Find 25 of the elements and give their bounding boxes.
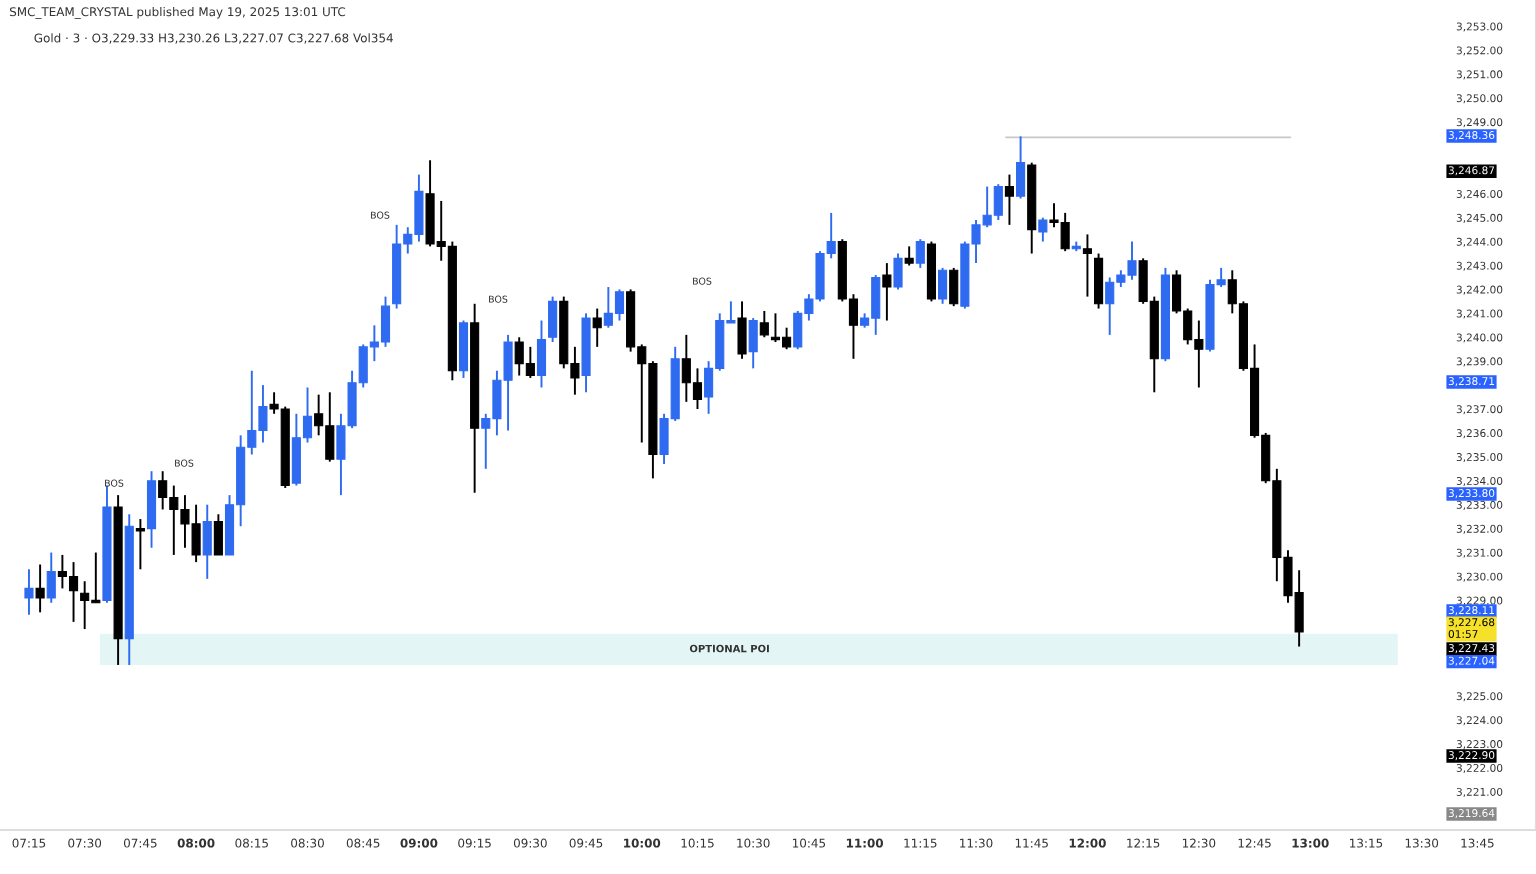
candlestick: [748, 317, 758, 370]
candlestick: [24, 568, 34, 616]
candlestick: [882, 262, 892, 322]
candlestick: [213, 513, 223, 556]
candlestick: [915, 238, 925, 269]
candlestick: [904, 245, 914, 267]
candlestick: [458, 319, 469, 379]
candlestick: [35, 563, 45, 614]
candlestick: [949, 266, 959, 308]
candlestick: [1038, 216, 1048, 243]
candlestick: [893, 252, 903, 291]
candlestick: [135, 518, 145, 571]
candlestick: [1094, 252, 1104, 310]
candlestick: [46, 551, 56, 604]
candlestick: [1016, 135, 1026, 200]
candlestick: [146, 470, 157, 549]
candlestick: [536, 319, 547, 389]
candlestick: [938, 266, 948, 305]
candlestick: [548, 295, 558, 344]
candlestick: [592, 307, 602, 348]
candlestick: [1082, 233, 1092, 298]
candlestick: [202, 503, 212, 580]
candlestick: [759, 309, 769, 339]
candlestick: [737, 300, 747, 360]
candlestick: [1004, 173, 1015, 226]
